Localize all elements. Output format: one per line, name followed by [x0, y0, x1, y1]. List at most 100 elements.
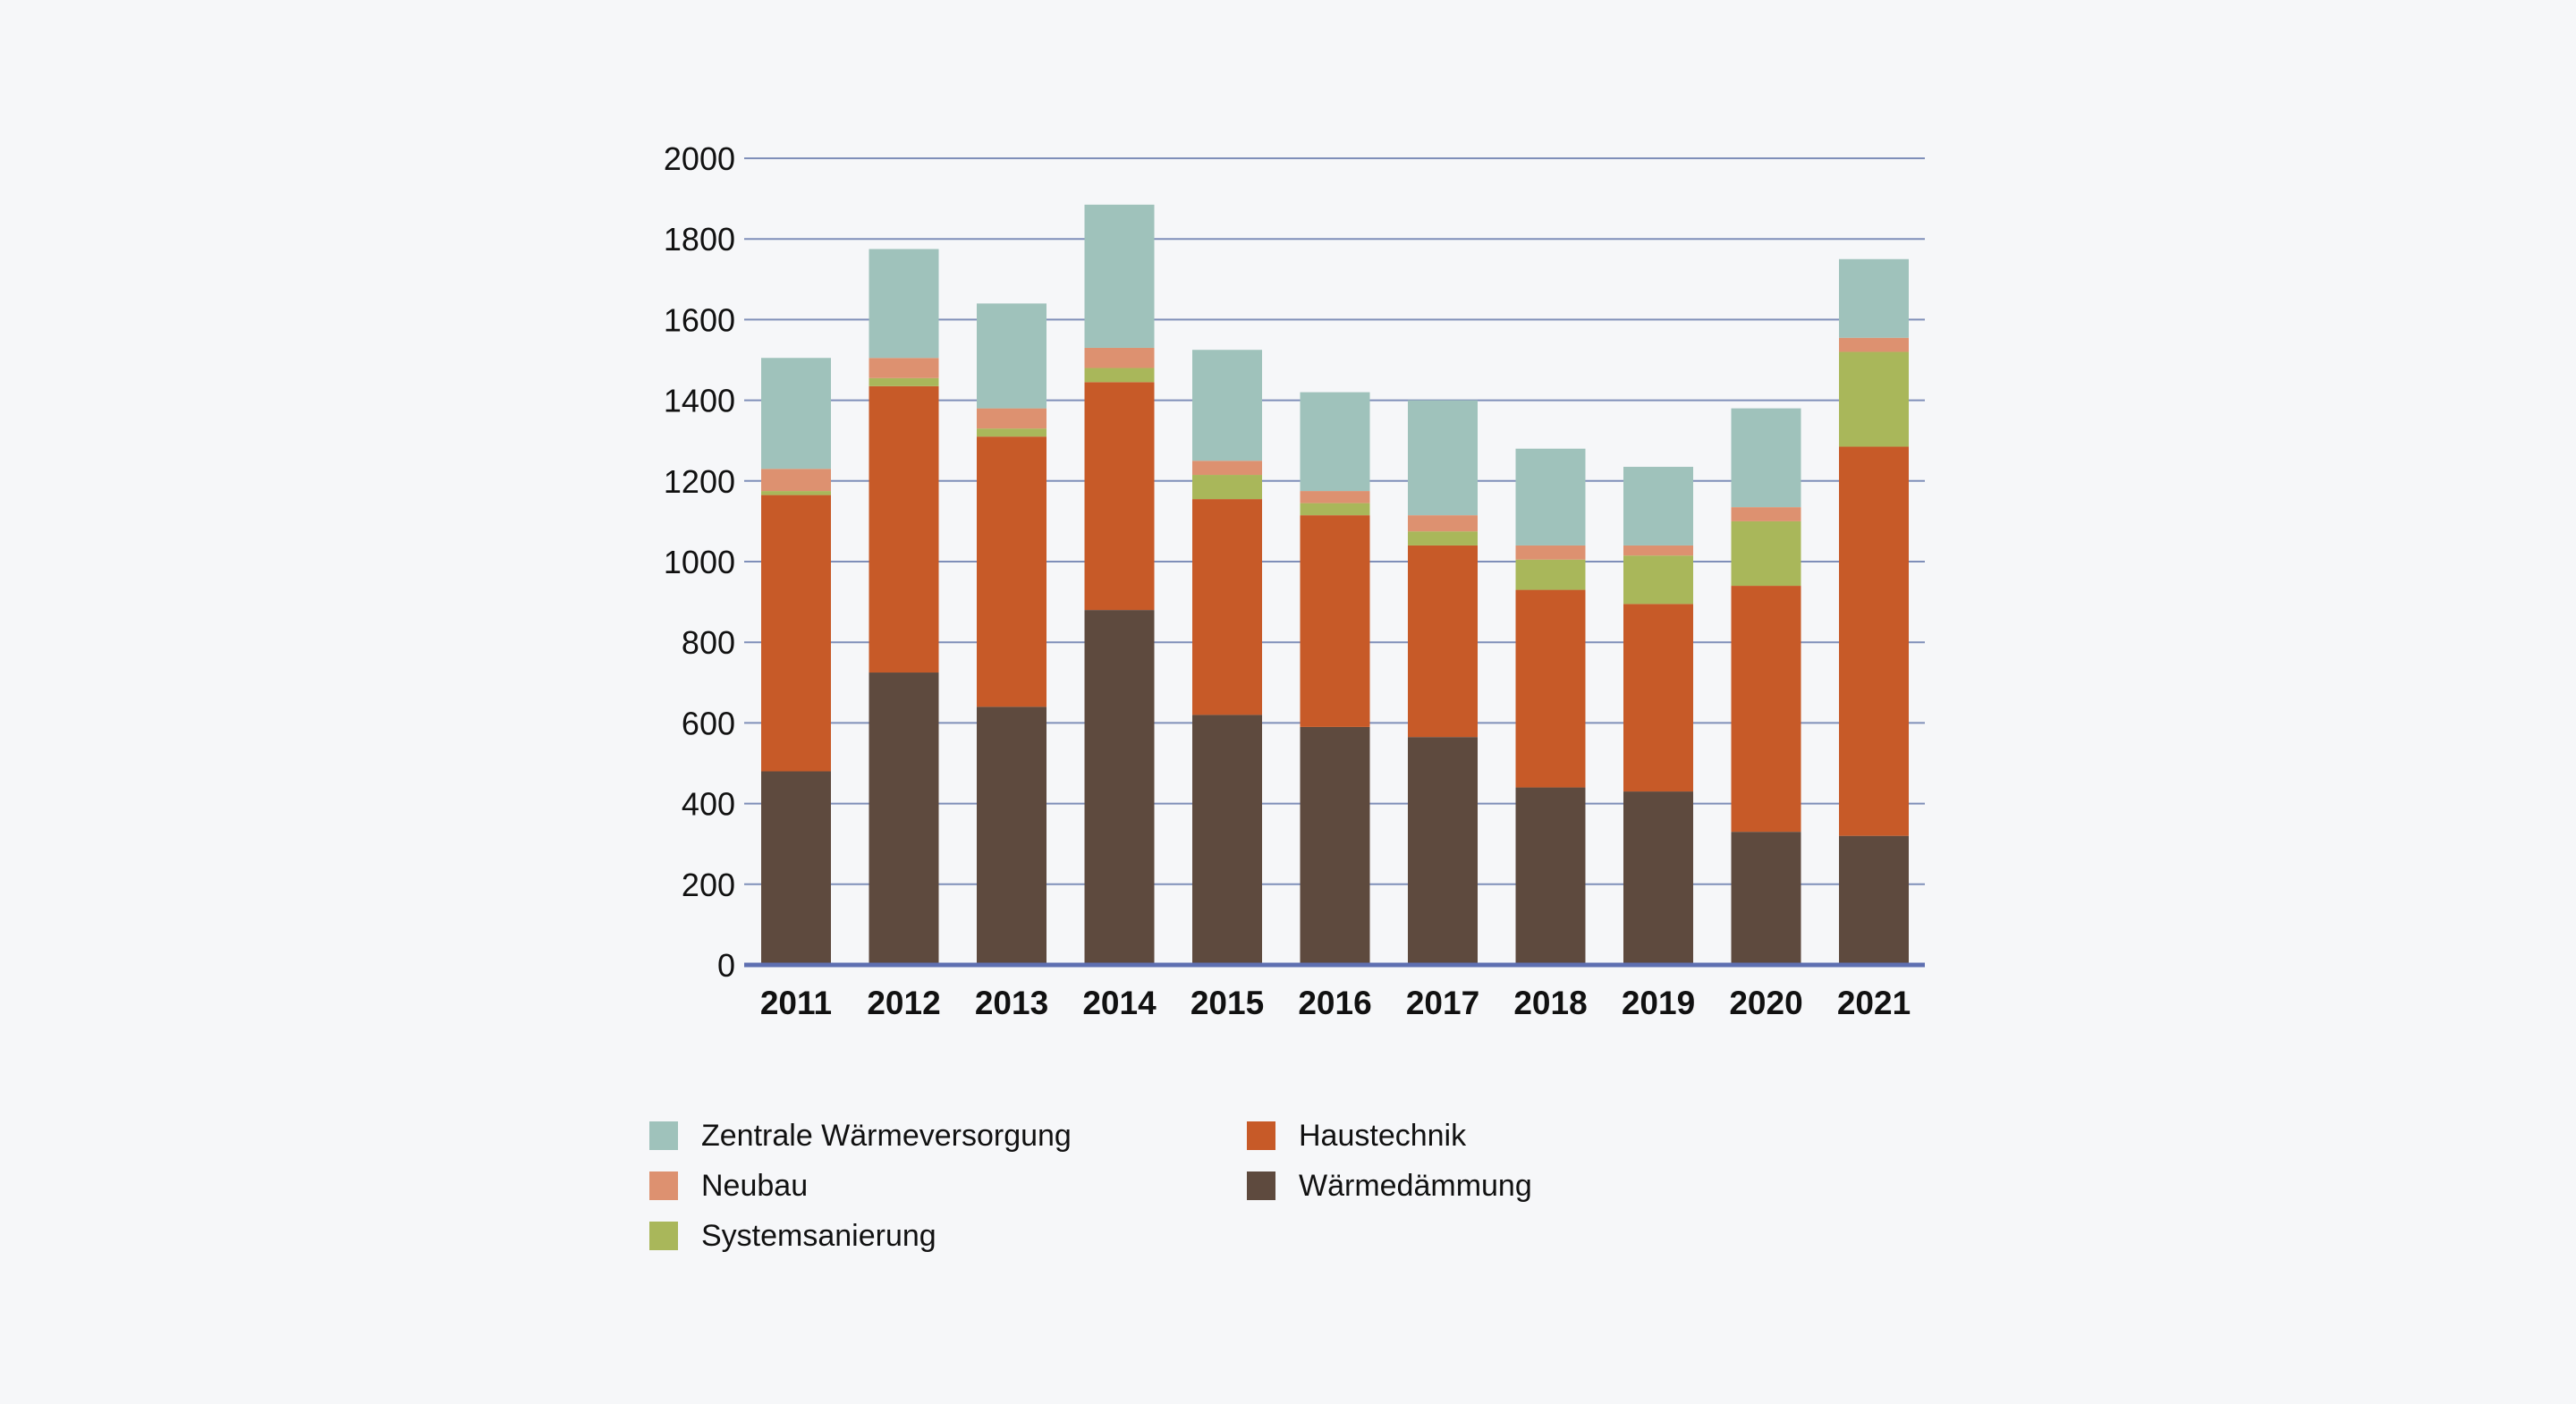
bar-segment	[1731, 520, 1801, 587]
bar-segment	[1408, 531, 1478, 546]
y-tick-label: 400	[682, 786, 735, 823]
legend-label: Systemsanierung	[701, 1218, 936, 1253]
bar-stack-2016	[1300, 392, 1370, 965]
bar-segment	[1839, 258, 1909, 338]
bar-segment	[1623, 555, 1693, 605]
x-axis-ticks: 2011 2012 2013 2014 2015 2016 2017 2018 2019 2020…	[760, 985, 1911, 1021]
x-tick-label: 2014	[1082, 985, 1157, 1021]
bar-segment	[1731, 507, 1801, 521]
y-tick-label: 0	[717, 947, 735, 984]
bar-stack-2019	[1623, 467, 1693, 965]
x-tick-label: 2015	[1191, 985, 1264, 1021]
bar-segment	[761, 358, 831, 469]
legend-label: Zentrale Wärmeversorgung	[701, 1118, 1072, 1153]
bar-stack-2014	[1084, 204, 1155, 965]
legend-label: Wärmedämmung	[1299, 1168, 1532, 1203]
bar-segment	[869, 385, 939, 673]
bar-stack-2015	[1192, 350, 1262, 965]
bar-segment	[1084, 382, 1155, 611]
bar-segment	[1731, 586, 1801, 833]
bar-segment	[1084, 204, 1155, 348]
bar-segment	[1408, 400, 1478, 516]
bar-stack-2020	[1731, 408, 1801, 965]
x-tick-label: 2013	[975, 985, 1048, 1021]
bar-segment	[761, 495, 831, 772]
bar-segment	[1192, 475, 1262, 500]
y-tick-label: 1600	[664, 301, 735, 338]
legend-swatch	[649, 1121, 678, 1150]
y-tick-label: 800	[682, 624, 735, 661]
y-tick-label: 1000	[664, 544, 735, 580]
bar-segment	[1300, 726, 1370, 965]
bar-segment	[977, 303, 1046, 409]
bar-segment	[1084, 347, 1155, 368]
y-tick-label: 600	[682, 705, 735, 741]
bar-segment	[869, 249, 939, 359]
legend-swatch	[1247, 1121, 1275, 1150]
legend-item-waermedaemmung: Wärmedämmung	[1247, 1168, 1532, 1204]
legend-item-zentrale-waermeversorgung: Zentrale Wärmeversorgung	[649, 1118, 1072, 1154]
bar-segment	[869, 377, 939, 386]
x-tick-label: 2016	[1298, 985, 1371, 1021]
x-tick-label: 2021	[1837, 985, 1911, 1021]
bar-segment	[1839, 446, 1909, 836]
bar-stack-2018	[1515, 448, 1586, 965]
bar-stack-2017	[1408, 400, 1478, 965]
bar-segment	[1408, 545, 1478, 738]
x-tick-label: 2020	[1729, 985, 1802, 1021]
bar-segment	[1408, 737, 1478, 965]
x-tick-label: 2012	[867, 985, 940, 1021]
y-tick-label: 1200	[664, 463, 735, 500]
y-tick-label: 1800	[664, 221, 735, 258]
bar-segment	[977, 428, 1046, 437]
bar-segment	[1515, 448, 1586, 546]
bar-segment	[1300, 515, 1370, 727]
bar-segment	[1515, 787, 1586, 965]
bar-segment	[1300, 503, 1370, 516]
bar-segment	[1731, 408, 1801, 508]
bar-segment	[1192, 350, 1262, 461]
bar-segment	[869, 358, 939, 378]
bar-segment	[1408, 515, 1478, 532]
bar-segment	[977, 408, 1046, 429]
x-tick-label: 2017	[1406, 985, 1479, 1021]
bar-segment	[761, 491, 831, 495]
bar-segment	[1192, 461, 1262, 476]
bar-segment	[1623, 467, 1693, 546]
bar-segment	[761, 771, 831, 965]
bar-segment	[1084, 610, 1155, 965]
y-tick-label: 2000	[664, 140, 735, 177]
x-tick-label: 2018	[1513, 985, 1587, 1021]
bar-stack-2012	[869, 249, 939, 965]
y-tick-label: 200	[682, 867, 735, 903]
bar-segment	[869, 672, 939, 965]
legend-swatch	[649, 1171, 678, 1200]
bar-segment	[1839, 835, 1909, 965]
bar-segment	[977, 706, 1046, 965]
x-tick-label: 2019	[1622, 985, 1695, 1021]
legend-label: Haustechnik	[1299, 1118, 1467, 1153]
bar-segment	[1839, 351, 1909, 447]
bar-segment	[1084, 368, 1155, 383]
bar-segment	[1300, 491, 1370, 503]
bar-segment	[1192, 499, 1262, 715]
legend: Zentrale Wärmeversorgung Haustechnik Neu…	[649, 1118, 1633, 1279]
legend-item-systemsanierung: Systemsanierung	[649, 1218, 936, 1254]
x-tick-label: 2011	[760, 985, 832, 1021]
bar-segment	[1839, 337, 1909, 352]
legend-label: Neubau	[701, 1168, 809, 1203]
bar-segment	[1623, 545, 1693, 556]
legend-item-neubau: Neubau	[649, 1168, 808, 1204]
bar-segment	[761, 469, 831, 492]
bar-stack-2011	[761, 358, 831, 965]
bar-segment	[1300, 392, 1370, 492]
bar-segment	[1731, 832, 1801, 965]
bar-stack-2021	[1839, 258, 1909, 965]
bar-segment	[1515, 545, 1586, 560]
bar-segment	[1623, 791, 1693, 965]
bar-stack-2013	[977, 303, 1046, 965]
legend-swatch	[1247, 1171, 1275, 1200]
bar-segment	[1515, 589, 1586, 788]
bars	[761, 204, 1909, 965]
